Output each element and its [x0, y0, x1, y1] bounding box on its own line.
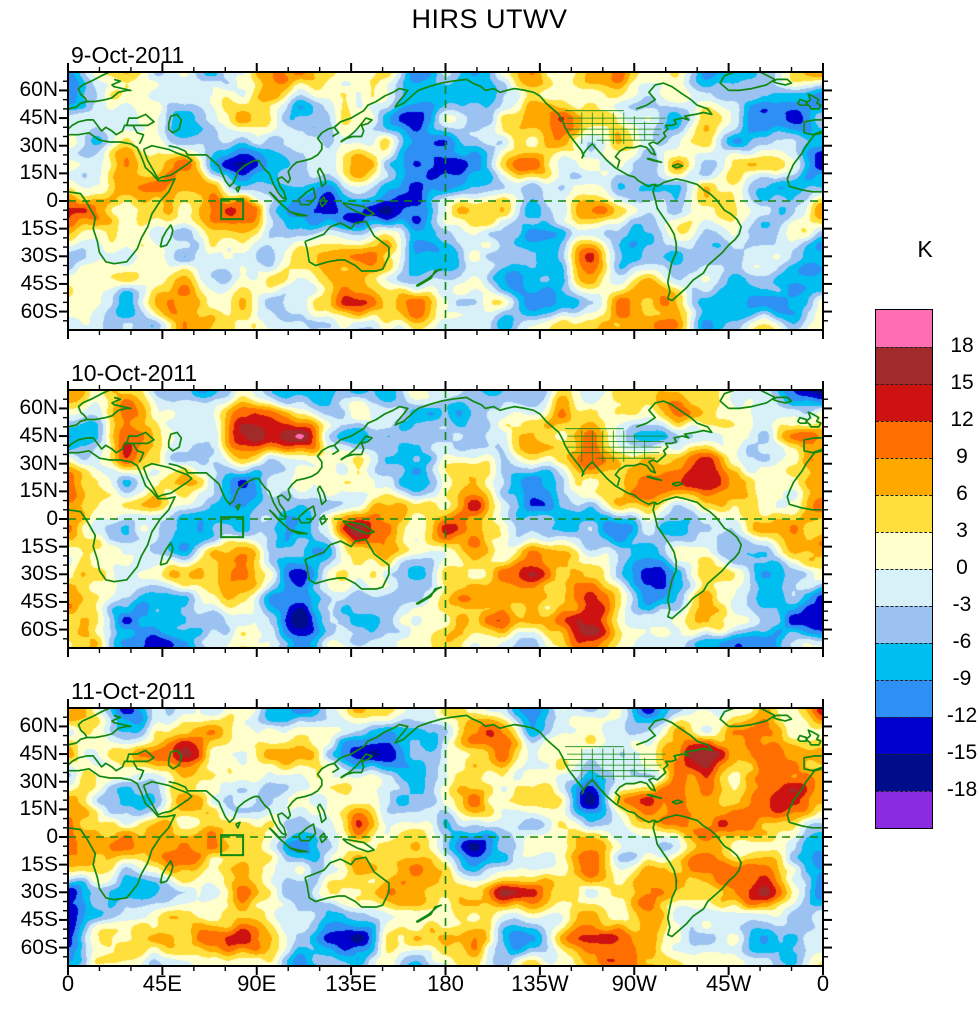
- colorbar-tick-label: 9: [956, 445, 968, 468]
- lon-tick-label: 135E: [325, 971, 377, 996]
- lon-tick-label: 45W: [706, 971, 752, 996]
- figure-title: HIRS UTWV: [411, 4, 568, 34]
- panel-3-lat-tick-label: 30N: [19, 769, 58, 793]
- colorbar-box: [876, 643, 932, 680]
- panel-1-lat-tick-label: 45N: [19, 106, 58, 130]
- panel-2-lat-tick-label: 15S: [20, 534, 58, 558]
- colorbar-box: [876, 495, 932, 532]
- colorbar-tick-label: 18: [950, 334, 974, 357]
- panel-3-map: [68, 708, 823, 966]
- colorbar-tick-label: -15: [946, 741, 978, 764]
- panel-3-lat-tick-label: 45S: [20, 907, 58, 931]
- lon-tick-label: 0: [61, 971, 75, 996]
- colorbar: [875, 309, 933, 829]
- colorbar-tick-label: 3: [956, 519, 968, 542]
- panel-1-coastlines: [68, 72, 823, 330]
- panel-1-lat-tick-label: 30N: [19, 133, 58, 157]
- colorbar-box: [876, 310, 932, 347]
- colorbar-box: [876, 569, 932, 606]
- colorbar-tick-label: 15: [950, 371, 974, 394]
- panel-3-lat-tick-label: 0: [46, 825, 58, 848]
- panel-1-lat-tick-label: 60S: [20, 299, 58, 323]
- lon-tick-label: 90W: [611, 971, 657, 996]
- panel-2-coastlines: [68, 390, 823, 648]
- panel-2-lat-tick-label: 60N: [19, 396, 58, 420]
- panel-2-lat-tick-label: 0: [46, 507, 58, 530]
- panel-2-map: [68, 390, 823, 648]
- lon-tick-label: 135W: [511, 971, 569, 996]
- colorbar-box: [876, 384, 932, 421]
- panel-2-date-label: 10-Oct-2011: [71, 360, 198, 386]
- panel-2-lat-tick-label: 45N: [19, 424, 58, 448]
- panel-1-map: [68, 72, 823, 330]
- colorbar-tick-label: 0: [956, 556, 968, 579]
- lon-tick-label: 180: [427, 971, 464, 996]
- colorbar-unit-label: K: [917, 236, 933, 262]
- panel-3-lat-tick-label: 60N: [19, 714, 58, 738]
- colorbar-box: [876, 680, 932, 717]
- panel-1-lat-tick-label: 15N: [19, 161, 58, 185]
- panel-2-lat-tick-label: 30S: [20, 562, 58, 586]
- colorbar-box: [876, 421, 932, 458]
- panel-3-lat-tick-label: 60S: [20, 935, 58, 959]
- colorbar-tick-label: -18: [946, 778, 978, 801]
- panel-1-lat-tick-label: 30S: [20, 244, 58, 268]
- panel-1-date-label: 9-Oct-2011: [71, 42, 185, 68]
- colorbar-box: [876, 791, 932, 828]
- colorbar-tick-label: -6: [952, 630, 972, 653]
- lon-tick-label: 90E: [237, 971, 277, 996]
- panel-3-date-label: 11-Oct-2011: [71, 678, 196, 704]
- panel-2-lat-tick-label: 60S: [20, 617, 58, 641]
- colorbar-tick-label: 12: [950, 408, 974, 431]
- panel-2-lat-tick-label: 15N: [19, 479, 58, 503]
- colorbar-tick-label: -3: [952, 593, 972, 616]
- panel-3-lat-tick-label: 30S: [20, 880, 58, 904]
- panel-1-lat-tick-label: 60N: [19, 78, 58, 102]
- panel-2-lat-tick-label: 30N: [19, 451, 58, 475]
- panel-3-lat-tick-label: 45N: [19, 742, 58, 766]
- panel-2-lat-tick-label: 45S: [20, 589, 58, 613]
- colorbar-box: [876, 458, 932, 495]
- panel-1-lat-tick-label: 45S: [20, 271, 58, 295]
- colorbar-box: [876, 717, 932, 754]
- colorbar-box: [876, 606, 932, 643]
- colorbar-tick-label: -12: [946, 704, 978, 727]
- panel-1-lat-tick-label: 15S: [20, 216, 58, 240]
- colorbar-box: [876, 347, 932, 384]
- colorbar-tick-label: -9: [952, 667, 972, 690]
- colorbar-tick-label: 6: [956, 482, 968, 505]
- panel-3-lat-tick-label: 15N: [19, 797, 58, 821]
- lon-tick-label: 0: [816, 971, 830, 996]
- lon-tick-label: 45E: [142, 971, 182, 996]
- panel-1-lat-tick-label: 0: [46, 189, 58, 212]
- panel-3-coastlines: [68, 708, 823, 966]
- panel-3-lat-tick-label: 15S: [20, 852, 58, 876]
- colorbar-box: [876, 754, 932, 791]
- colorbar-box: [876, 532, 932, 569]
